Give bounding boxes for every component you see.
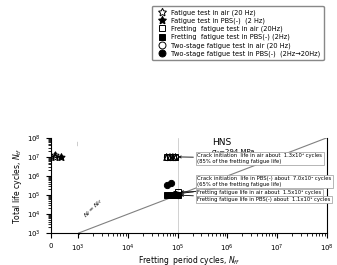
Text: HNS: HNS (212, 138, 232, 147)
Text: $N_f=N_{ff}$: $N_f=N_{ff}$ (82, 196, 105, 220)
Text: Fretting fatigue life in air about  1.5x10⁵ cycles: Fretting fatigue life in air about 1.5x1… (181, 190, 322, 195)
Text: σ₀=294 MPa: σ₀=294 MPa (212, 148, 255, 154)
Text: Fretting fatigue life in PBS(-) about  1.1x10⁵ cycles: Fretting fatigue life in PBS(-) about 1.… (181, 194, 331, 202)
Y-axis label: Total life cycles, $N_{tf}$: Total life cycles, $N_{tf}$ (11, 147, 24, 224)
Text: Crack initiation  life in PBS(-) about  7.0x10⁴ cycles
(65% of the fretting fati: Crack initiation life in PBS(-) about 7.… (179, 176, 332, 195)
Legend: Fatigue test in air (20 Hz), Fatigue test in PBS(-)  (2 Hz), Fretting  fatigue t: Fatigue test in air (20 Hz), Fatigue tes… (152, 6, 324, 60)
Text: Fretting  period cycles, $N_{ff}$: Fretting period cycles, $N_{ff}$ (137, 254, 240, 265)
Text: Crack initiation  life in air about  1.3x10⁵ cycles
(85% of the fretting fatigue: Crack initiation life in air about 1.3x1… (179, 153, 323, 164)
